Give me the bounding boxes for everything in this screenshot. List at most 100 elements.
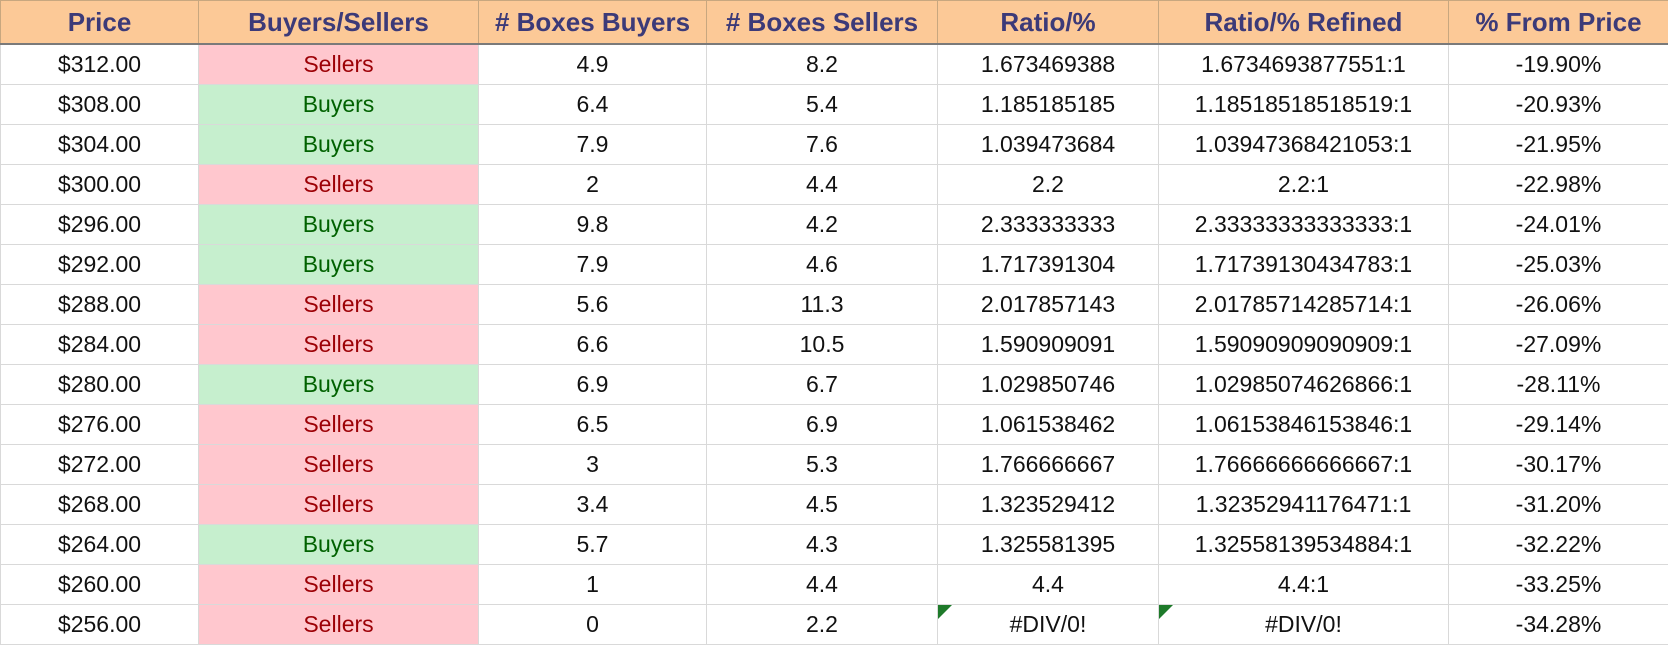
cell-price[interactable]: $312.00 — [1, 44, 199, 85]
cell-buyers-sellers[interactable]: Sellers — [199, 325, 479, 365]
cell-buyers-sellers[interactable]: Sellers — [199, 485, 479, 525]
cell-pct-from-price[interactable]: -29.14% — [1449, 405, 1668, 445]
cell-pct-from-price[interactable]: -33.25% — [1449, 565, 1668, 605]
cell-boxes-buyers[interactable]: 4.9 — [479, 44, 707, 85]
cell-pct-from-price[interactable]: -28.11% — [1449, 365, 1668, 405]
cell-ratio[interactable]: 2.2 — [938, 165, 1159, 205]
cell-boxes-buyers[interactable]: 7.9 — [479, 125, 707, 165]
cell-ratio-refined[interactable]: 1.32352941176471:1 — [1159, 485, 1449, 525]
cell-pct-from-price[interactable]: -31.20% — [1449, 485, 1668, 525]
cell-price[interactable]: $264.00 — [1, 525, 199, 565]
cell-pct-from-price[interactable]: -24.01% — [1449, 205, 1668, 245]
cell-buyers-sellers[interactable]: Sellers — [199, 445, 479, 485]
cell-price[interactable]: $304.00 — [1, 125, 199, 165]
cell-buyers-sellers[interactable]: Buyers — [199, 205, 479, 245]
cell-ratio-refined[interactable]: #DIV/0! — [1159, 605, 1449, 645]
cell-price[interactable]: $272.00 — [1, 445, 199, 485]
cell-buyers-sellers[interactable]: Sellers — [199, 165, 479, 205]
cell-ratio[interactable]: 1.325581395 — [938, 525, 1159, 565]
cell-buyers-sellers[interactable]: Sellers — [199, 44, 479, 85]
cell-ratio[interactable]: 1.185185185 — [938, 85, 1159, 125]
cell-boxes-sellers[interactable]: 4.5 — [707, 485, 938, 525]
cell-ratio-refined[interactable]: 1.06153846153846:1 — [1159, 405, 1449, 445]
cell-ratio[interactable]: 1.323529412 — [938, 485, 1159, 525]
header-ratio-refined[interactable]: Ratio/% Refined — [1159, 1, 1449, 45]
cell-pct-from-price[interactable]: -30.17% — [1449, 445, 1668, 485]
cell-boxes-sellers[interactable]: 8.2 — [707, 44, 938, 85]
cell-boxes-buyers[interactable]: 0 — [479, 605, 707, 645]
cell-ratio-refined[interactable]: 1.71739130434783:1 — [1159, 245, 1449, 285]
cell-boxes-buyers[interactable]: 1 — [479, 565, 707, 605]
cell-buyers-sellers[interactable]: Sellers — [199, 565, 479, 605]
cell-ratio[interactable]: 1.766666667 — [938, 445, 1159, 485]
cell-price[interactable]: $260.00 — [1, 565, 199, 605]
cell-boxes-buyers[interactable]: 3.4 — [479, 485, 707, 525]
cell-pct-from-price[interactable]: -32.22% — [1449, 525, 1668, 565]
cell-ratio[interactable]: #DIV/0! — [938, 605, 1159, 645]
cell-boxes-sellers[interactable]: 6.9 — [707, 405, 938, 445]
cell-boxes-buyers[interactable]: 3 — [479, 445, 707, 485]
cell-boxes-sellers[interactable]: 4.4 — [707, 565, 938, 605]
cell-boxes-sellers[interactable]: 5.4 — [707, 85, 938, 125]
cell-boxes-buyers[interactable]: 6.5 — [479, 405, 707, 445]
cell-boxes-sellers[interactable]: 6.7 — [707, 365, 938, 405]
cell-boxes-sellers[interactable]: 4.6 — [707, 245, 938, 285]
header-ratio[interactable]: Ratio/% — [938, 1, 1159, 45]
cell-boxes-buyers[interactable]: 2 — [479, 165, 707, 205]
cell-pct-from-price[interactable]: -25.03% — [1449, 245, 1668, 285]
cell-buyers-sellers[interactable]: Buyers — [199, 125, 479, 165]
error-indicator-icon[interactable] — [1159, 605, 1173, 619]
cell-price[interactable]: $276.00 — [1, 405, 199, 445]
cell-ratio[interactable]: 1.673469388 — [938, 44, 1159, 85]
cell-boxes-buyers[interactable]: 6.4 — [479, 85, 707, 125]
cell-boxes-sellers[interactable]: 10.5 — [707, 325, 938, 365]
header-pct-from-price[interactable]: % From Price — [1449, 1, 1668, 45]
cell-boxes-buyers[interactable]: 6.9 — [479, 365, 707, 405]
cell-buyers-sellers[interactable]: Sellers — [199, 405, 479, 445]
cell-ratio[interactable]: 2.017857143 — [938, 285, 1159, 325]
cell-price[interactable]: $288.00 — [1, 285, 199, 325]
cell-buyers-sellers[interactable]: Sellers — [199, 285, 479, 325]
cell-ratio-refined[interactable]: 2.01785714285714:1 — [1159, 285, 1449, 325]
header-price[interactable]: Price — [1, 1, 199, 45]
cell-pct-from-price[interactable]: -19.90% — [1449, 44, 1668, 85]
cell-ratio-refined[interactable]: 1.6734693877551:1 — [1159, 44, 1449, 85]
cell-ratio-refined[interactable]: 1.02985074626866:1 — [1159, 365, 1449, 405]
cell-price[interactable]: $284.00 — [1, 325, 199, 365]
cell-pct-from-price[interactable]: -27.09% — [1449, 325, 1668, 365]
cell-price[interactable]: $308.00 — [1, 85, 199, 125]
cell-boxes-buyers[interactable]: 6.6 — [479, 325, 707, 365]
cell-pct-from-price[interactable]: -21.95% — [1449, 125, 1668, 165]
header-boxes-sellers[interactable]: # Boxes Sellers — [707, 1, 938, 45]
cell-boxes-sellers[interactable]: 4.4 — [707, 165, 938, 205]
cell-ratio[interactable]: 1.029850746 — [938, 365, 1159, 405]
cell-ratio-refined[interactable]: 1.59090909090909:1 — [1159, 325, 1449, 365]
cell-price[interactable]: $300.00 — [1, 165, 199, 205]
cell-boxes-buyers[interactable]: 9.8 — [479, 205, 707, 245]
cell-boxes-sellers[interactable]: 4.2 — [707, 205, 938, 245]
cell-boxes-sellers[interactable]: 4.3 — [707, 525, 938, 565]
cell-price[interactable]: $280.00 — [1, 365, 199, 405]
cell-ratio[interactable]: 2.333333333 — [938, 205, 1159, 245]
header-buyers-sellers[interactable]: Buyers/Sellers — [199, 1, 479, 45]
cell-ratio-refined[interactable]: 2.2:1 — [1159, 165, 1449, 205]
cell-ratio-refined[interactable]: 4.4:1 — [1159, 565, 1449, 605]
cell-ratio[interactable]: 1.717391304 — [938, 245, 1159, 285]
cell-price[interactable]: $256.00 — [1, 605, 199, 645]
cell-ratio[interactable]: 4.4 — [938, 565, 1159, 605]
cell-boxes-buyers[interactable]: 5.7 — [479, 525, 707, 565]
cell-ratio[interactable]: 1.590909091 — [938, 325, 1159, 365]
cell-price[interactable]: $292.00 — [1, 245, 199, 285]
cell-boxes-sellers[interactable]: 5.3 — [707, 445, 938, 485]
cell-ratio-refined[interactable]: 1.03947368421053:1 — [1159, 125, 1449, 165]
error-indicator-icon[interactable] — [938, 605, 952, 619]
cell-pct-from-price[interactable]: -20.93% — [1449, 85, 1668, 125]
cell-boxes-buyers[interactable]: 7.9 — [479, 245, 707, 285]
cell-boxes-sellers[interactable]: 7.6 — [707, 125, 938, 165]
cell-boxes-sellers[interactable]: 11.3 — [707, 285, 938, 325]
cell-pct-from-price[interactable]: -34.28% — [1449, 605, 1668, 645]
cell-price[interactable]: $296.00 — [1, 205, 199, 245]
cell-ratio-refined[interactable]: 1.18518518518519:1 — [1159, 85, 1449, 125]
cell-buyers-sellers[interactable]: Buyers — [199, 85, 479, 125]
cell-buyers-sellers[interactable]: Buyers — [199, 365, 479, 405]
